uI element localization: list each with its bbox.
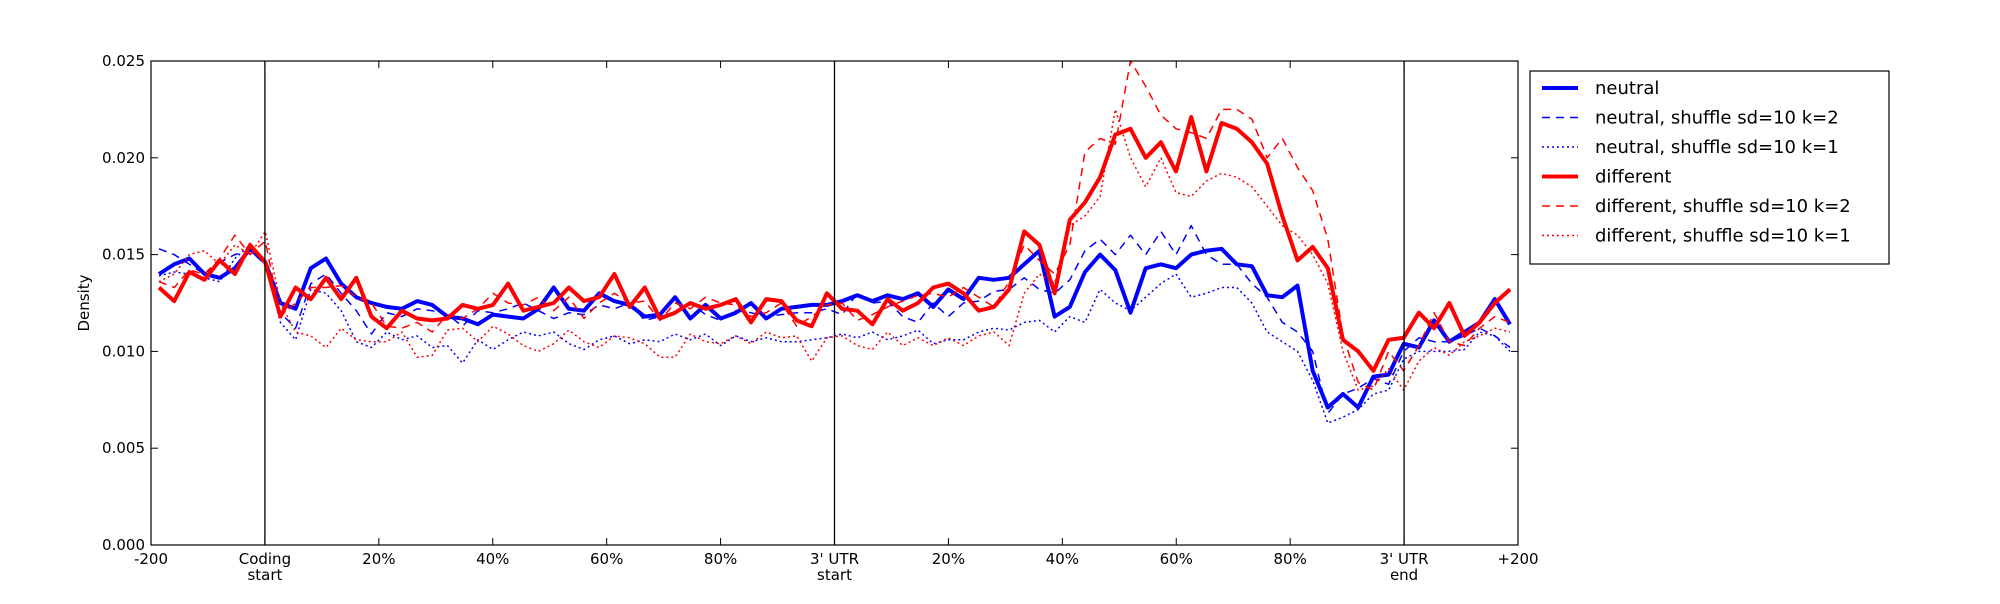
legend-label: neutral <box>1595 78 1659 99</box>
x-tick-label: 20% <box>362 550 395 568</box>
x-tick-label: 60% <box>1160 550 1193 568</box>
y-tick-label: 0.000 <box>102 536 145 554</box>
x-tick-label: end <box>1390 566 1418 584</box>
x-tick-label: start <box>247 566 282 584</box>
legend-label: neutral, shuffle sd=10 k=2 <box>1595 108 1839 129</box>
legend-entries: neutral neutral, shuffle sd=10 k=2 neutral… <box>1542 78 1851 247</box>
series-line <box>158 60 1511 391</box>
legend-box <box>1529 70 1890 265</box>
legend: neutral neutral, shuffle sd=10 k=2 neutral… <box>1529 70 1890 265</box>
x-tick-label: -200 <box>134 550 168 568</box>
x-tick-label: 3' UTR <box>1380 550 1429 568</box>
legend-label: different <box>1595 167 1671 188</box>
series-line <box>158 108 1511 391</box>
x-tick-label: 3' UTR <box>810 550 859 568</box>
x-tick-label: 40% <box>1046 550 1079 568</box>
x-tick-label: Coding <box>239 550 291 568</box>
y-tick-label: 0.015 <box>102 246 145 264</box>
y-tick-label: 0.025 <box>102 52 145 70</box>
x-tick-label: 40% <box>476 550 509 568</box>
y-axis-label: Density <box>75 274 93 331</box>
y-tick-label: 0.020 <box>102 149 145 167</box>
y-tick-label: 0.005 <box>102 439 145 457</box>
legend-label: different, shuffle sd=10 k=2 <box>1595 196 1851 217</box>
x-tick-label: 20% <box>932 550 965 568</box>
y-tick-label: 0.010 <box>102 342 145 360</box>
legend-label: neutral, shuffle sd=10 k=1 <box>1595 137 1839 158</box>
x-tick-label: 80% <box>1273 550 1306 568</box>
section-divider-layer <box>264 61 1405 545</box>
x-tick-label: start <box>817 566 852 584</box>
x-tick-label: 60% <box>590 550 623 568</box>
x-tick-label: 80% <box>704 550 737 568</box>
x-tick-label: +200 <box>1497 550 1538 568</box>
y-axis: 0.000 0.005 0.010 0.015 0.020 0.025 <box>102 52 1518 554</box>
legend-label: different, shuffle sd=10 k=1 <box>1595 226 1851 247</box>
